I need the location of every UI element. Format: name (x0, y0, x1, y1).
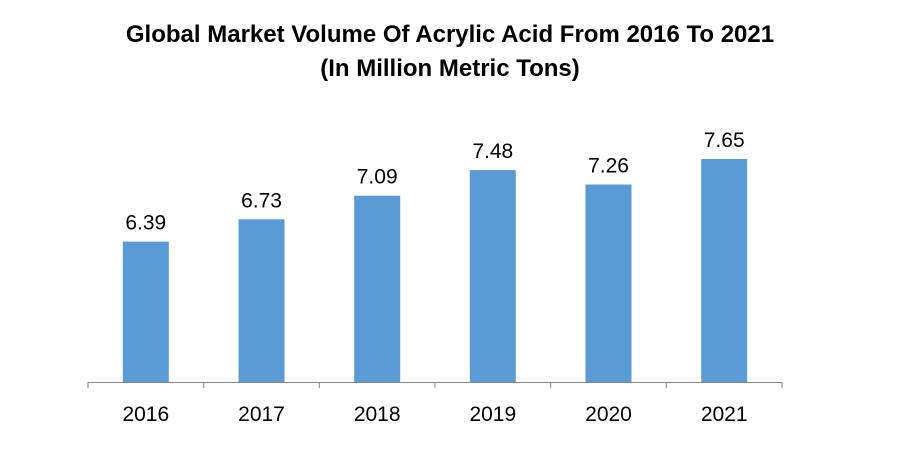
data-label-2016: 6.39 (125, 212, 166, 235)
data-label-2019: 7.48 (472, 140, 513, 163)
bar-2016 (122, 241, 169, 382)
data-label-2017: 6.73 (241, 189, 282, 212)
x-tick-label-2017: 2017 (238, 403, 285, 426)
chart-title-line-2: (In Million Metric Tons) (320, 55, 580, 82)
chart-title-line-1: Global Market Volume Of Acrylic Acid Fro… (125, 21, 775, 48)
bar-2019 (469, 170, 516, 382)
data-label-2021: 7.65 (704, 129, 745, 152)
bar-2018 (354, 195, 401, 382)
bar-2021 (701, 159, 748, 382)
x-tick-label-2016: 2016 (122, 403, 169, 426)
x-tick-label-2019: 2019 (469, 403, 516, 426)
bar-series (122, 159, 748, 382)
data-label-2018: 7.09 (357, 166, 398, 189)
bar-2017 (238, 219, 285, 382)
x-tick-label-2020: 2020 (585, 403, 632, 426)
x-tick-label-2018: 2018 (354, 403, 401, 426)
bar-2020 (585, 184, 632, 382)
data-label-2020: 7.26 (588, 155, 629, 178)
data-labels: 6.39 6.73 7.09 7.48 7.26 7.65 (125, 129, 744, 235)
x-axis: 2016 2017 2018 2019 2020 2021 (87, 382, 783, 426)
x-tick-label-2021: 2021 (701, 403, 748, 426)
chart-title: Global Market Volume Of Acrylic Acid Fro… (0, 18, 900, 86)
